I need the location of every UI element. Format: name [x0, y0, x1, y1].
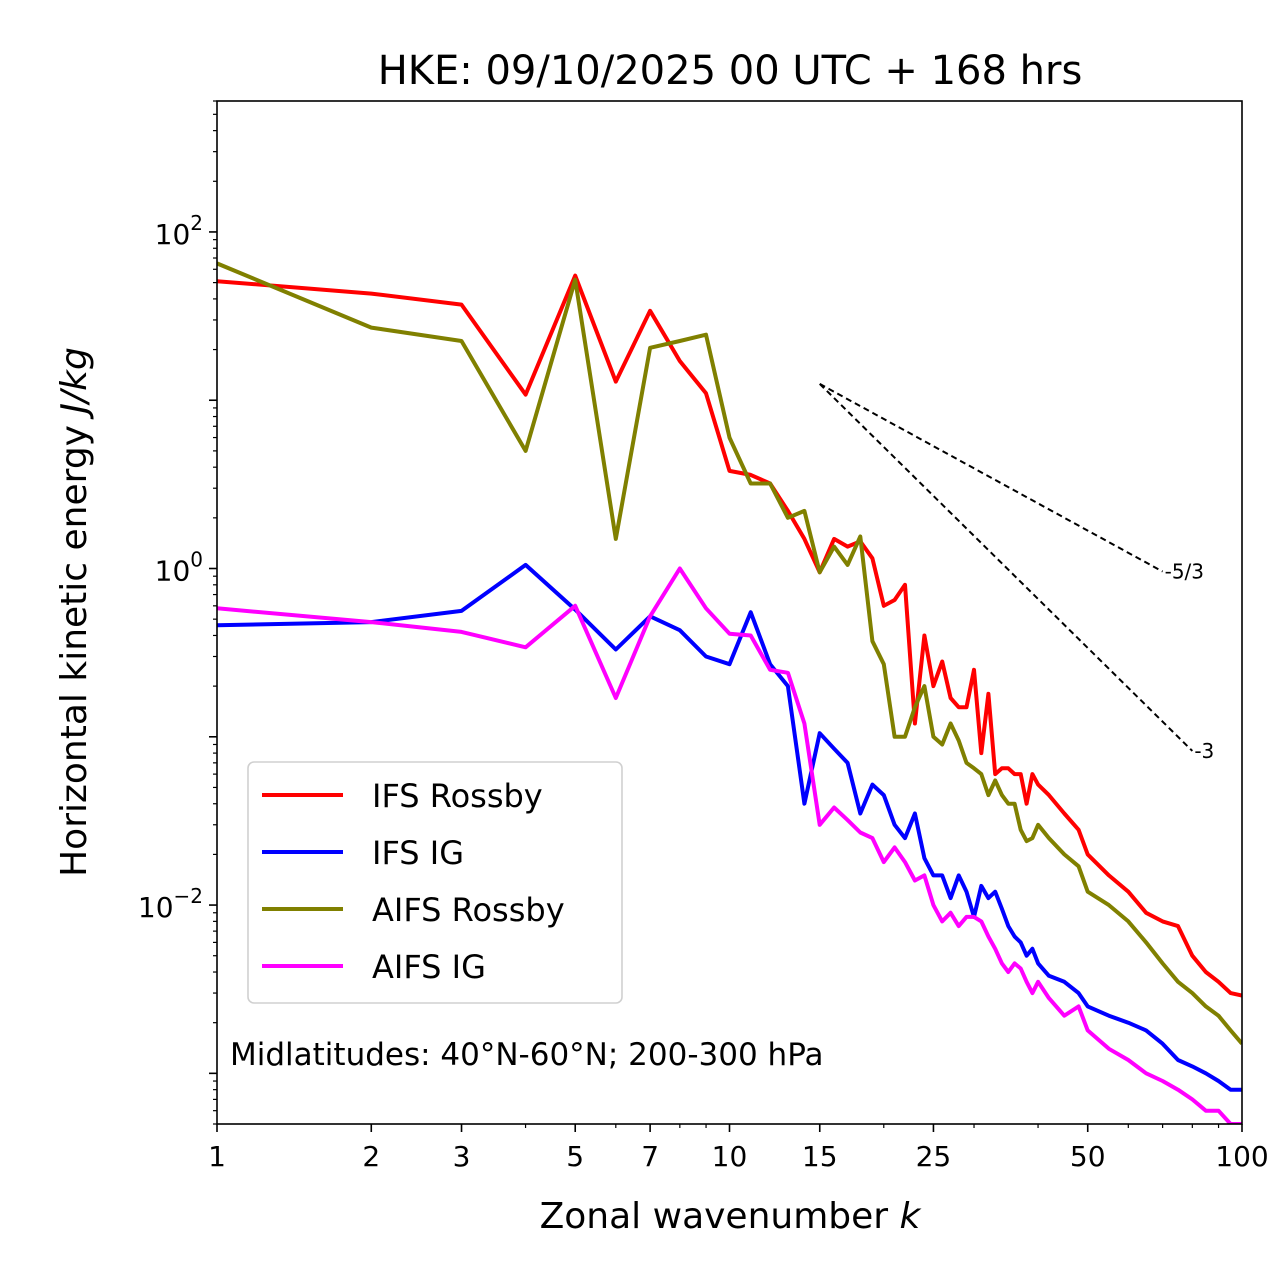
y-tick-label: 10−2: [138, 884, 203, 924]
x-tick-label: 3: [453, 1140, 471, 1173]
series-line-aifs-ig: [217, 566, 1242, 1124]
legend-box: [247, 761, 623, 1004]
reference-slope-label: -3: [1194, 739, 1214, 763]
series-line-ifs-rossby: [217, 273, 1242, 998]
legend-label-aifs-rossby: AIFS Rossby: [372, 891, 565, 929]
x-axis-title-var: k: [900, 1196, 923, 1237]
y-tick-label: 100: [155, 548, 203, 588]
x-axis-title: Zonal wavenumber k: [540, 1196, 923, 1237]
series-line-ifs-ig: [217, 562, 1242, 1092]
y-axis-title-text: Horizontal kinetic energy: [54, 425, 95, 877]
legend: IFS Rossby IFS IG AIFS Rossby AIFS IG: [247, 761, 623, 1004]
x-axis: 1 2 3 5 7 10 15 25 50 100: [208, 1124, 1269, 1173]
x-tick-label: 1: [208, 1140, 226, 1173]
x-tick-label: 7: [641, 1140, 659, 1173]
y-axis: 102 100 10−2: [138, 100, 217, 1125]
reference-slope-line: [819, 383, 1164, 573]
reference-slope-label: -5/3: [1165, 560, 1204, 584]
y-axis-title: Horizontal kinetic energy J/kg: [54, 347, 95, 877]
x-tick-label: 5: [566, 1140, 584, 1173]
x-axis-title-text: Zonal wavenumber: [540, 1196, 889, 1237]
series-group: [217, 261, 1242, 1124]
x-tick-label: 10: [712, 1140, 748, 1173]
legend-label-aifs-ig: AIFS IG: [372, 948, 486, 986]
legend-label-ifs-rossby: IFS Rossby: [372, 777, 543, 815]
y-tick-label: 102: [155, 211, 203, 251]
region-annotation: Midlatitudes: 40°N-60°N; 200-300 hPa: [230, 1037, 824, 1073]
reference-slopes: -5/3 -3: [819, 383, 1214, 763]
series-line-aifs-rossby: [217, 261, 1242, 1046]
x-tick-label: 2: [362, 1140, 380, 1173]
x-tick-label: 25: [916, 1140, 952, 1173]
x-tick-label: 15: [802, 1140, 838, 1173]
legend-label-ifs-ig: IFS IG: [372, 834, 464, 872]
chart-title: HKE: 09/10/2025 00 UTC + 168 hrs: [378, 48, 1083, 94]
y-axis-title-units: J/kg: [54, 347, 95, 419]
x-tick-label: 50: [1070, 1140, 1106, 1173]
reference-slope-line: [819, 383, 1194, 752]
x-tick-label: 100: [1215, 1140, 1268, 1173]
